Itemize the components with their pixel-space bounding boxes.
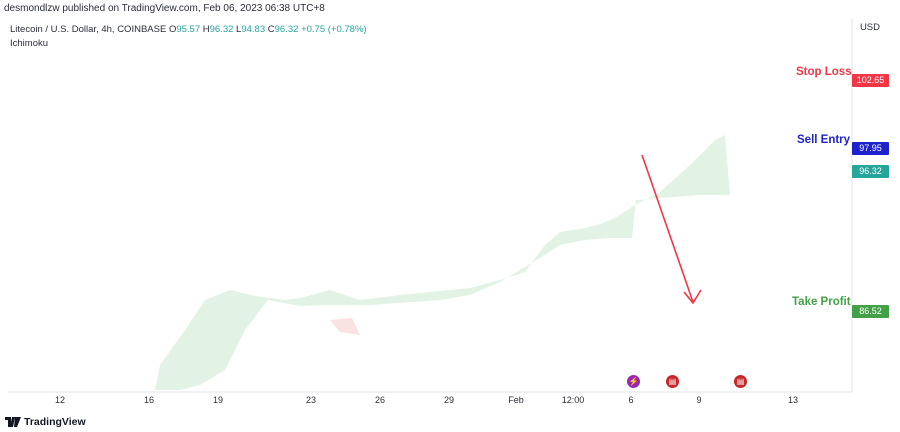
time-tick: 12 [55, 395, 65, 405]
low-label: L [236, 24, 242, 35]
time-tick: 26 [375, 395, 385, 405]
time-tick: 13 [788, 395, 798, 405]
stop-loss-price-tag: 102.65 [852, 74, 889, 87]
time-tick: 6 [628, 395, 633, 405]
sell-entry-label: Sell Entry [797, 134, 851, 146]
last-price-tag: 96.32 [852, 165, 889, 178]
close-value: 96.32 [274, 24, 299, 35]
us-flag-icon[interactable]: ▤ [734, 375, 747, 388]
time-tick: 19 [213, 395, 223, 405]
time-tick: 16 [144, 395, 154, 405]
high-label: H [202, 24, 210, 35]
tradingview-brand[interactable]: TradingView [5, 416, 86, 428]
sell-entry-price-tag: 97.95 [852, 142, 889, 155]
time-tick: 23 [306, 395, 316, 405]
low-value: 94.83 [241, 24, 266, 35]
currency-label[interactable]: USD [859, 22, 880, 33]
symbol-name[interactable]: Litecoin / U.S. Dollar, 4h, COINBASE [10, 24, 167, 35]
time-tick: Feb [508, 395, 524, 405]
us-flag-icon[interactable]: ▤ [666, 375, 679, 388]
open-label: O [168, 24, 177, 35]
indicator-label[interactable]: Ichimoku [10, 38, 49, 49]
ichimoku-cloud-red [330, 318, 360, 335]
publisher-header: desmondlzw published on TradingView.com,… [4, 3, 325, 14]
projection-arrowhead-icon [683, 289, 702, 305]
brand-name: TradingView [24, 416, 86, 428]
ichimoku-cloud [155, 135, 730, 390]
symbol-legend: Litecoin / U.S. Dollar, 4h, COINBASE O95… [10, 24, 367, 35]
change-value: +0.75 (+0.78%) [301, 24, 367, 35]
tradingview-logo-icon [5, 417, 21, 427]
time-tick: 29 [444, 395, 454, 405]
high-value: 96.32 [209, 24, 234, 35]
lightning-icon[interactable]: ⚡ [627, 375, 640, 388]
take-profit-label: Take Profit [792, 296, 851, 308]
time-tick: 9 [696, 395, 701, 405]
time-tick: 12:00 [562, 395, 585, 405]
close-label: C [267, 24, 275, 35]
open-value: 95.57 [176, 24, 201, 35]
stop-loss-label: Stop Loss [796, 66, 852, 78]
take-profit-price-tag: 86.52 [852, 305, 889, 318]
projection-arrow [641, 154, 694, 303]
